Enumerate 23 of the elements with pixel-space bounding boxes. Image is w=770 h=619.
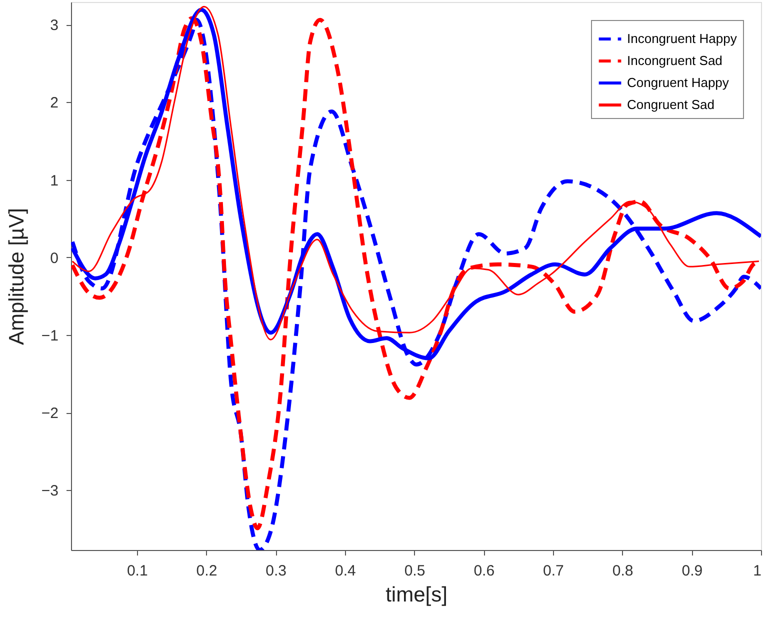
x-tick-label: 0.8	[612, 562, 634, 580]
x-tick-label: 1	[753, 562, 762, 580]
x-tick-label: 0.1	[126, 562, 148, 580]
y-tick-label: −3	[41, 482, 58, 500]
x-tick-label: 0.7	[543, 562, 564, 580]
y-axis-title: Amplitude [µV]	[5, 208, 28, 345]
x-axis-title: time[s]	[386, 584, 448, 606]
y-tick-label: 1	[50, 172, 58, 190]
x-tick-label: 0.5	[404, 562, 426, 580]
y-tick-label: −1	[41, 327, 58, 344]
legend-label: Incongruent Sad	[627, 53, 722, 68]
x-tick-label: 0.9	[682, 562, 703, 580]
x-tick-label: 0.6	[474, 562, 495, 580]
x-tick-label: 0.4	[334, 562, 356, 580]
y-tick-label: 3	[50, 17, 58, 34]
y-tick-label: 0	[50, 250, 58, 267]
y-tick-label: −2	[41, 405, 58, 422]
x-tick-label: 0.3	[266, 562, 287, 580]
x-tick-label: 0.2	[196, 562, 218, 580]
y-tick-label: 2	[50, 94, 58, 112]
legend-label: Congruent Happy	[627, 75, 730, 90]
legend-label: Congruent Sad	[627, 97, 714, 112]
legend-label: Incongruent Happy	[627, 31, 738, 46]
